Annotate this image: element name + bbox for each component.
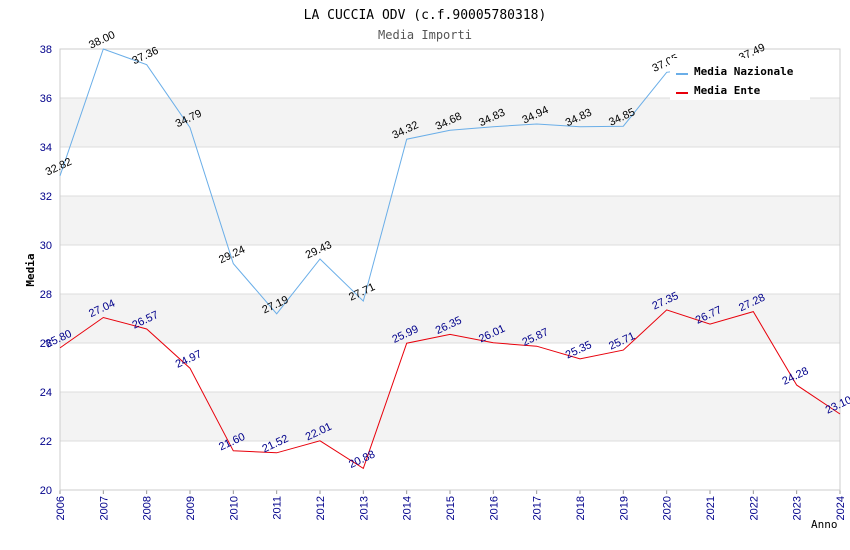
x-tick-label: 2017 [532,496,544,520]
y-tick-label: 34 [40,142,52,154]
plot-band [60,98,840,147]
chart-subtitle: Media Importi [378,28,472,42]
x-tick-label: 2006 [55,496,67,520]
data-label-nazionale: 29.24 [217,244,247,267]
y-tick-label: 24 [40,387,52,399]
gridlines [59,48,841,494]
y-tick-label: 32 [40,191,52,203]
plot-band [60,392,840,441]
y-tick-label: 28 [40,289,52,301]
data-label-nazionale: 38.00 [87,29,117,52]
y-axis-label: Media [24,253,37,286]
plot-bands [60,98,840,441]
x-axis-ticks: 2006 2007 2008 2009 2010 2011 2012 2013 2014 2015… [55,496,847,520]
y-tick-label: 30 [40,240,52,252]
x-tick-label: 2009 [185,496,197,520]
x-tick-label: 2011 [272,496,284,520]
legend-label-ente: Media Ente [694,84,761,97]
x-tick-label: 2010 [228,496,240,520]
y-tick-label: 20 [40,485,52,497]
x-tick-label: 2020 [662,496,674,520]
series-line-ente [59,309,841,470]
plot-band [60,196,840,245]
data-label-ente: 24.28 [780,365,810,388]
data-label-ente: 25.80 [44,328,74,351]
series-line-nazionale [59,48,754,315]
chart-title: LA CUCCIA ODV (c.f.90005780318) [304,8,547,23]
legend-label-nazionale: Media Nazionale [694,65,794,78]
y-tick-label: 36 [40,93,52,105]
data-label-nazionale: 32.82 [44,156,74,179]
y-axis-ticks: 20 22 24 26 28 30 32 34 36 38 [40,44,52,497]
x-tick-label: 2014 [402,496,414,520]
x-tick-label: 2019 [618,496,630,520]
x-tick-label: 2013 [358,496,370,520]
x-tick-label: 2023 [792,496,804,520]
x-tick-label: 2022 [748,496,760,520]
x-tick-label: 2012 [315,496,327,520]
y-tick-label: 38 [40,44,52,56]
x-axis-label: Anno [811,518,838,531]
x-tick-label: 2024 [835,496,847,520]
legend: Media Nazionale Media Ente [670,58,810,100]
x-tick-label: 2018 [575,496,587,520]
x-tick-label: 2015 [445,496,457,520]
x-tick-label: 2008 [142,496,154,520]
plot-frame [59,48,841,491]
series-lines [59,48,841,470]
y-tick-label: 22 [40,436,52,448]
x-tick-label: 2007 [98,496,110,520]
legend-box [670,58,810,100]
x-tick-label: 2016 [488,496,500,520]
x-tick-label: 2021 [705,496,717,520]
y-tick-label: 26 [40,338,52,350]
